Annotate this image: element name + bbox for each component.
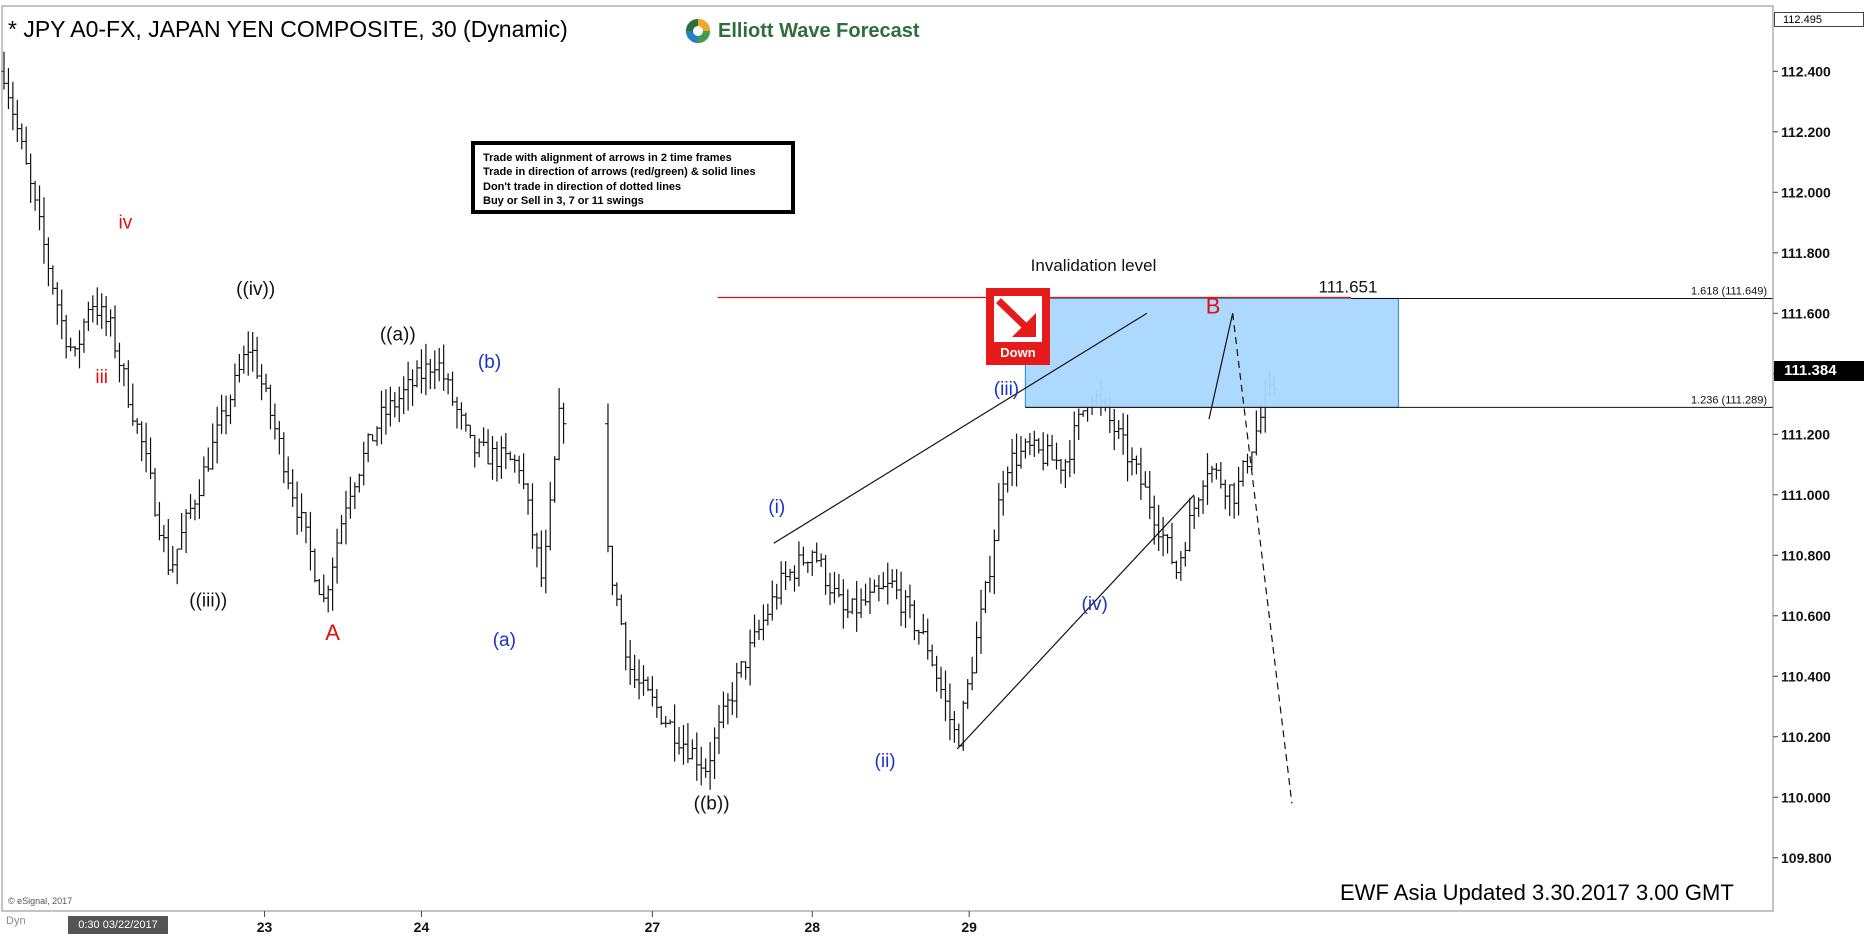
- time-tick-label: 27: [645, 919, 661, 935]
- time-tick-label: 29: [961, 919, 977, 935]
- fib-1618-label: 1.618 (111.649): [1691, 285, 1767, 297]
- wave-label: (ii): [875, 751, 896, 772]
- wave-labels: Invalidation level 111.651 1.618 (111.649)…: [95, 213, 1767, 815]
- channel-lower-line: [956, 494, 1195, 750]
- price-axis: 112.400112.200112.000111.800111.600111.4…: [1772, 6, 1832, 911]
- plot-frame: [1, 5, 1774, 912]
- wave-label: (iii): [994, 379, 1019, 400]
- top-price-tag: 112.495: [1774, 12, 1864, 27]
- wave-label: A: [325, 620, 340, 645]
- price-tick-label: 112.200: [1781, 124, 1831, 140]
- wave-label: (a): [493, 630, 516, 651]
- projection-up-line: [1208, 313, 1234, 420]
- rule-line: Trade with alignment of arrows in 2 time…: [483, 152, 732, 164]
- price-tick-label: 110.200: [1781, 729, 1831, 745]
- wave-label: B: [1206, 293, 1221, 318]
- price-tick-label: 109.800: [1781, 850, 1832, 866]
- price-tick-label: 111.800: [1781, 245, 1830, 261]
- arrow-down-right-icon: [996, 298, 1036, 337]
- ohlc-bars: [1, 51, 1278, 790]
- update-stamp: EWF Asia Updated 3.30.2017 3.00 GMT: [1340, 880, 1734, 905]
- wave-label: ((iii)): [189, 591, 227, 612]
- price-tick-label: 111.600: [1781, 305, 1830, 321]
- price-tick-label: 111.200: [1781, 426, 1830, 442]
- last-price-tag: 111.384: [1774, 361, 1864, 381]
- chart-title: * JPY A0-FX, JAPAN YEN COMPOSITE, 30 (Dy…: [8, 16, 568, 42]
- channel-upper-line: [773, 312, 1148, 544]
- rule-line: Don't trade in direction of dotted lines: [483, 180, 682, 193]
- down-signal-label: Down: [1000, 345, 1036, 360]
- wave-label: iii: [95, 367, 108, 388]
- wave-label: (iv): [1082, 594, 1108, 615]
- dyn-indicator: Dyn: [6, 915, 26, 927]
- fib-1236-label: 1.236 (111.289): [1691, 394, 1767, 406]
- price-tick-label: 112.400: [1781, 63, 1831, 79]
- elliott-wave-logo-icon: [685, 18, 711, 44]
- price-tick-label: 110.400: [1781, 668, 1831, 684]
- time-tick-label: 23: [257, 919, 273, 935]
- chart-overlays: [1, 5, 1774, 912]
- wave-label: ((b)): [694, 793, 730, 814]
- time-axis: 23 24 27 28 29: [2, 910, 1773, 935]
- rule-line: Buy or Sell in 3, 7 or 11 swings: [483, 194, 644, 207]
- down-signal-badge: Down: [986, 288, 1050, 365]
- brand-logo: Elliott Wave Forecast: [685, 18, 920, 44]
- invalidation-price-label: 111.651: [1319, 277, 1378, 296]
- copyright-text: © eSignal, 2017: [8, 896, 73, 906]
- time-tick-label: 28: [804, 919, 820, 935]
- wave-label: ((a)): [380, 325, 416, 346]
- projection-down-dashed-line: [1232, 313, 1293, 804]
- target-zone: [1024, 297, 1400, 408]
- trading-rules-box: Trade with alignment of arrows in 2 time…: [471, 141, 795, 214]
- wave-label: ((iv)): [236, 279, 275, 300]
- price-tick-label: 111.000: [1781, 487, 1830, 503]
- price-tick-label: 110.600: [1781, 608, 1831, 624]
- price-tick-label: 110.000: [1781, 789, 1831, 805]
- wave-label: iv: [119, 213, 133, 234]
- wave-label: (i): [768, 497, 785, 518]
- price-tick-label: 112.000: [1781, 184, 1831, 200]
- invalidation-label: Invalidation level: [1031, 256, 1157, 275]
- wave-label: (b): [478, 352, 501, 373]
- start-date-tag: 0:30 03/22/2017: [68, 916, 168, 934]
- rule-line: Trade in direction of arrows (red/green)…: [483, 166, 756, 179]
- brand-name: Elliott Wave Forecast: [718, 19, 920, 42]
- time-tick-label: 24: [414, 919, 430, 935]
- price-tick-label: 110.800: [1781, 547, 1831, 563]
